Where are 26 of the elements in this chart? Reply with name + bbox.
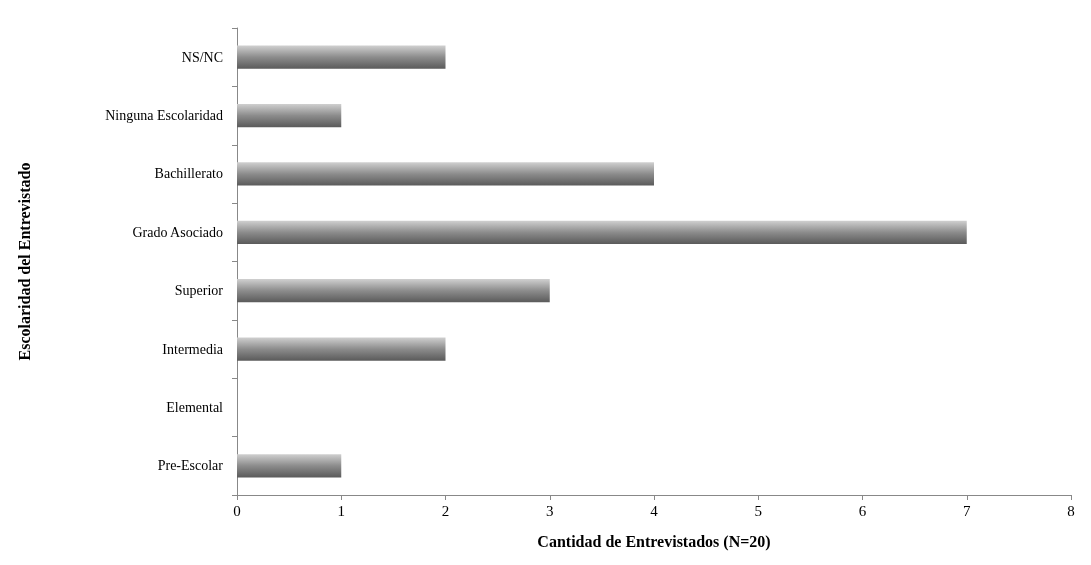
y-tick-label: Pre-Escolar [157,458,224,474]
y-tick-label: Ninguna Escolaridad [105,108,223,124]
y-tick-label: Elemental [166,399,224,415]
bar [237,162,654,186]
y-axis-title: Escolaridad del Entrevistado [15,162,33,361]
bar [237,103,342,128]
bar [237,454,342,478]
y-tick-label: Grado Asociado [132,224,223,240]
x-tick-label: 3 [546,502,554,519]
y-tick-label: NS/NC [181,49,223,65]
x-tick-label: 0 [233,502,241,519]
x-tick-label: 5 [754,502,762,519]
y-tick-label: Superior [174,283,224,299]
y-tick-label: Bachillerato [154,166,223,182]
bar [237,220,967,244]
x-tick-label: 6 [858,502,867,519]
x-tick-label: 4 [650,502,659,519]
bar [237,279,550,303]
x-axis-title: Cantidad de Entrevistados (N=20) [537,532,771,551]
x-tick-label: 8 [1067,502,1075,519]
x-tick-label: 1 [337,502,345,519]
y-tick-label: Intermedia [162,341,224,357]
bar [237,337,446,361]
x-tick-label: 2 [441,502,450,519]
bar [237,45,446,69]
x-tick-label: 7 [963,502,971,519]
